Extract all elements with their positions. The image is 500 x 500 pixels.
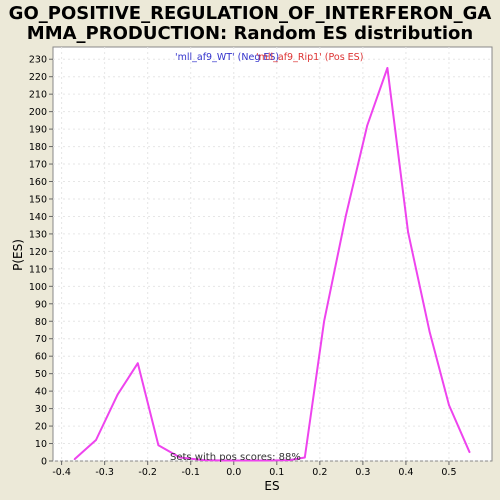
data-point bbox=[386, 67, 389, 69]
series-layer bbox=[73, 67, 471, 462]
x-tick-label: 0.1 bbox=[269, 467, 284, 478]
data-point bbox=[267, 459, 269, 462]
y-tick-label: 30 bbox=[35, 404, 47, 415]
data-point bbox=[202, 459, 205, 461]
legend-pos-es: 'mll_af9_Rip1' (Pos ES) bbox=[256, 52, 363, 63]
x-axis-label: ES bbox=[264, 479, 279, 493]
y-tick-label: 190 bbox=[29, 125, 47, 136]
y-tick-label: 170 bbox=[29, 160, 47, 171]
data-point bbox=[73, 458, 76, 461]
data-point bbox=[288, 459, 291, 461]
x-tick-label: 0.3 bbox=[355, 467, 370, 478]
x-tick-label: -0.3 bbox=[95, 467, 114, 478]
data-point bbox=[468, 451, 471, 454]
y-tick-label: 70 bbox=[35, 334, 47, 345]
data-point bbox=[224, 459, 226, 462]
x-axis: -0.4 -0.3 -0.2 -0.1 0.0 0.1 0.2 0.3 0.4 0.5 bbox=[52, 461, 457, 478]
x-tick-label: 0.4 bbox=[398, 467, 413, 478]
data-point bbox=[116, 393, 119, 396]
x-tick-label: -0.4 bbox=[52, 467, 71, 478]
y-tick-label: 220 bbox=[29, 72, 47, 83]
y-tick-label: 50 bbox=[35, 369, 47, 380]
legend-neg-es: 'mll_af9_WT' (Neg ES) bbox=[175, 52, 279, 63]
x-tick-label: 0.0 bbox=[226, 467, 241, 478]
y-tick-label: 60 bbox=[35, 352, 47, 363]
data-point bbox=[157, 444, 160, 447]
x-tick-label: -0.2 bbox=[138, 467, 157, 478]
pos-scores-annotation: Sets with pos scores: 88% bbox=[170, 452, 301, 463]
plot-area bbox=[52, 46, 493, 462]
y-tick-label: 110 bbox=[29, 264, 47, 275]
x-tick-label: -0.1 bbox=[181, 467, 200, 478]
y-tick-label: 180 bbox=[29, 142, 47, 153]
y-tick-label: 10 bbox=[35, 439, 47, 450]
y-tick-label: 90 bbox=[35, 299, 47, 310]
x-tick-label: 0.2 bbox=[312, 467, 327, 478]
data-point bbox=[323, 320, 325, 323]
data-point bbox=[136, 362, 139, 364]
grid-lines bbox=[53, 47, 492, 462]
data-point bbox=[344, 215, 347, 218]
data-point bbox=[366, 124, 368, 127]
y-tick-label: 210 bbox=[29, 90, 47, 101]
chart-title-line-1: GO_POSITIVE_REGULATION_OF_INTERFERON_GA bbox=[9, 3, 492, 24]
es-distribution-line bbox=[73, 67, 471, 462]
y-tick-label: 100 bbox=[29, 282, 47, 293]
y-tick-label: 230 bbox=[29, 55, 47, 66]
data-point bbox=[407, 231, 409, 233]
chart-title-line-2: MMA_PRODUCTION: Random ES distribution bbox=[27, 23, 473, 44]
y-tick-label: 20 bbox=[35, 422, 47, 433]
y-tick-label: 40 bbox=[35, 387, 47, 398]
data-point bbox=[179, 456, 181, 459]
y-tick-label: 0 bbox=[41, 457, 47, 468]
y-tick-label: 160 bbox=[29, 177, 47, 188]
y-tick-label: 200 bbox=[29, 107, 47, 118]
data-point bbox=[245, 459, 248, 462]
data-point bbox=[428, 330, 431, 333]
y-tick-label: 130 bbox=[29, 229, 47, 240]
y-axis-label: P(ES) bbox=[11, 239, 25, 271]
y-tick-label: 120 bbox=[29, 247, 47, 258]
x-tick-label: 0.5 bbox=[441, 467, 456, 478]
y-tick-label: 150 bbox=[29, 194, 47, 205]
data-point bbox=[303, 456, 306, 459]
y-tick-label: 80 bbox=[35, 317, 47, 328]
data-point bbox=[95, 439, 97, 441]
y-tick-label: 140 bbox=[29, 212, 47, 223]
data-point bbox=[448, 404, 450, 406]
y-axis: 0 10 20 30 40 50 60 70 80 90 100 110 120 130 140 150 160… bbox=[29, 55, 53, 468]
